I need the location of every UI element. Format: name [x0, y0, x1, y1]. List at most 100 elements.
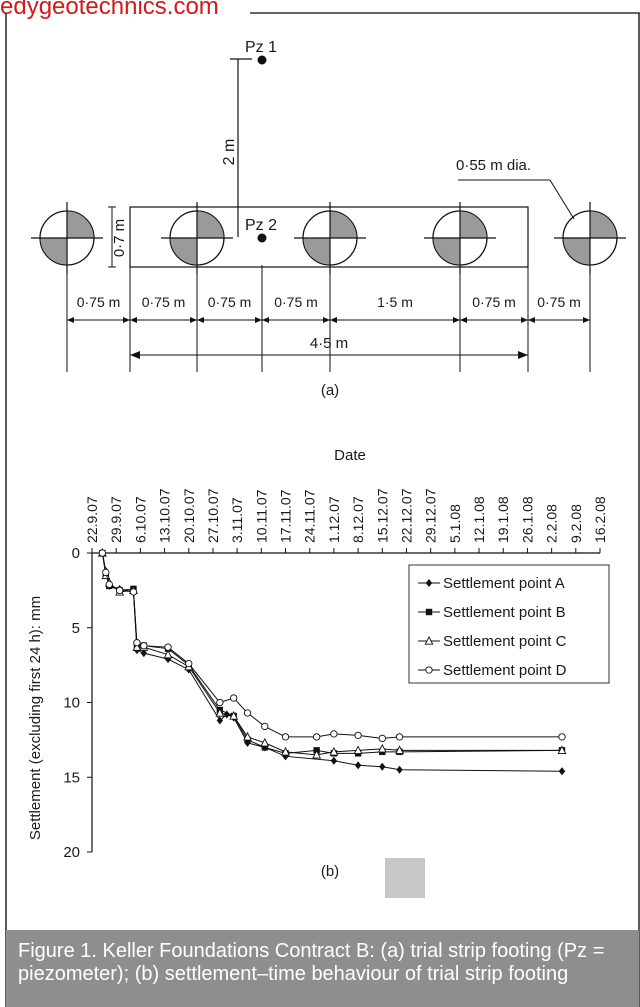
dimension-arrow: [197, 317, 204, 323]
x-tick-label: 29.9.07: [108, 496, 124, 543]
data-point-a: [379, 762, 386, 771]
diameter-leader-diagonal: [549, 179, 575, 220]
watermark-text: edygeotechnics.com: [0, 0, 219, 20]
dimension-arrow: [583, 317, 590, 323]
column-hatch: [196, 210, 225, 239]
data-point-d: [243, 709, 252, 717]
data-point-a: [354, 761, 362, 770]
panel-a-label: (a): [321, 382, 339, 399]
data-point-d: [102, 568, 110, 577]
x-tick-label: 19.1.08: [495, 496, 511, 543]
data-point-c: [395, 745, 405, 754]
x-tick-label: 15.12.07: [374, 488, 390, 543]
data-point-d: [185, 659, 193, 668]
data-point-d: [312, 733, 321, 741]
data-point-d: [378, 734, 386, 743]
data-point-d: [98, 549, 107, 557]
dimension-arrow: [130, 317, 137, 323]
legend-label: Settlement point B: [443, 604, 566, 621]
column-hatch: [329, 210, 358, 239]
x-tick-label: 12.1.08: [471, 496, 487, 543]
stone-column: [294, 202, 366, 274]
legend-item: Settlement point B: [418, 604, 566, 621]
data-point-d: [354, 731, 362, 740]
data-point-d: [105, 580, 113, 589]
spacing-label: 0·75 m: [537, 294, 581, 310]
spacing-label: 0·75 m: [77, 294, 121, 310]
y-tick-label: 5: [72, 620, 80, 637]
data-point-c: [377, 743, 387, 753]
dimension-arrow: [323, 317, 330, 323]
data-point-d: [395, 733, 404, 741]
x-tick-label: 8.12.07: [350, 496, 366, 543]
data-point-c: [312, 749, 322, 759]
data-point-d: [115, 586, 124, 595]
x-tick-label: 6.10.07: [132, 496, 148, 543]
dimension-arrow: [262, 317, 269, 323]
total-label: 4·5 m: [310, 335, 348, 352]
data-point-d: [281, 733, 290, 741]
x-tick-label: 22.12.07: [398, 488, 414, 543]
x-tick-label: 5.1.08: [447, 504, 463, 543]
column-hatch: [169, 237, 198, 266]
column-hatch: [302, 237, 331, 266]
x-tick-label: 1.12.07: [326, 496, 342, 543]
column-hatch: [39, 237, 68, 266]
pz1-label: Pz 1: [245, 39, 277, 56]
x-tick-label: 17.11.07: [278, 489, 294, 543]
x-tick-label: 29.12.07: [423, 488, 439, 543]
x-tick-label: 2.2.08: [544, 504, 560, 543]
x-tick-label: 26.1.08: [519, 496, 535, 543]
data-point-c: [353, 745, 363, 754]
spacing-label: 0·75 m: [208, 294, 252, 310]
y-tick-label: 0: [72, 545, 80, 562]
dimension-arrow: [528, 317, 535, 323]
y-tick-label: 20: [63, 844, 80, 861]
data-point-d: [164, 643, 172, 651]
data-point-c: [424, 636, 434, 645]
data-point-d: [133, 639, 141, 647]
legend-item: Settlement point A: [418, 575, 565, 592]
y-axis-title: Settlement (excluding first 24 h): mm: [27, 596, 44, 840]
y-tick-label: 15: [63, 769, 80, 786]
data-point-a: [396, 765, 403, 774]
legend-label: Settlement point A: [443, 575, 565, 592]
series-group: [98, 549, 566, 743]
data-point-c: [281, 746, 290, 756]
dimension-arrow: [453, 317, 460, 323]
data-point-a: [558, 767, 566, 776]
data-point-d: [216, 698, 224, 707]
data-point-a: [330, 756, 338, 765]
data-point-d: [140, 642, 148, 650]
pz2-label: Pz 2: [245, 217, 277, 234]
stone-column: [161, 202, 233, 274]
dimension-arrow: [255, 317, 262, 323]
y-tick-label: 10: [63, 695, 80, 712]
data-point-d: [230, 694, 238, 702]
legend-box: [408, 564, 610, 684]
settlement-chart: Date Settlement (excluding first 24 h): …: [27, 447, 610, 880]
figure-caption: Figure 1. Keller Foundations Contract B:…: [18, 940, 605, 985]
spacing-label: 0·75 m: [472, 294, 516, 310]
column-hatch: [459, 210, 488, 239]
diameter-label: 0·55 m dia.: [456, 157, 531, 174]
x-tick-label: 3.11.07: [229, 497, 245, 543]
data-point-c: [243, 731, 252, 741]
x-tick-label: 16.2.08: [592, 496, 608, 543]
caption-panel: [6, 930, 639, 1007]
data-point-a: [216, 716, 224, 725]
legend-item: Settlement point D: [418, 662, 567, 679]
dimension-arrow: [190, 317, 197, 323]
spacing-label: 1·5 m: [377, 294, 413, 310]
data-point-a: [140, 649, 148, 658]
total-dim-arrow-right: [518, 351, 528, 359]
data-point-c: [260, 737, 270, 747]
column-hatch: [562, 237, 591, 266]
data-point-d: [129, 588, 138, 596]
data-point-b: [261, 744, 268, 751]
dimension-arrow: [67, 317, 74, 323]
pz2-marker: [257, 233, 267, 243]
legend-label: Settlement point D: [443, 662, 567, 679]
width-label: 0·7 m: [111, 219, 128, 257]
data-point-c: [132, 642, 142, 651]
